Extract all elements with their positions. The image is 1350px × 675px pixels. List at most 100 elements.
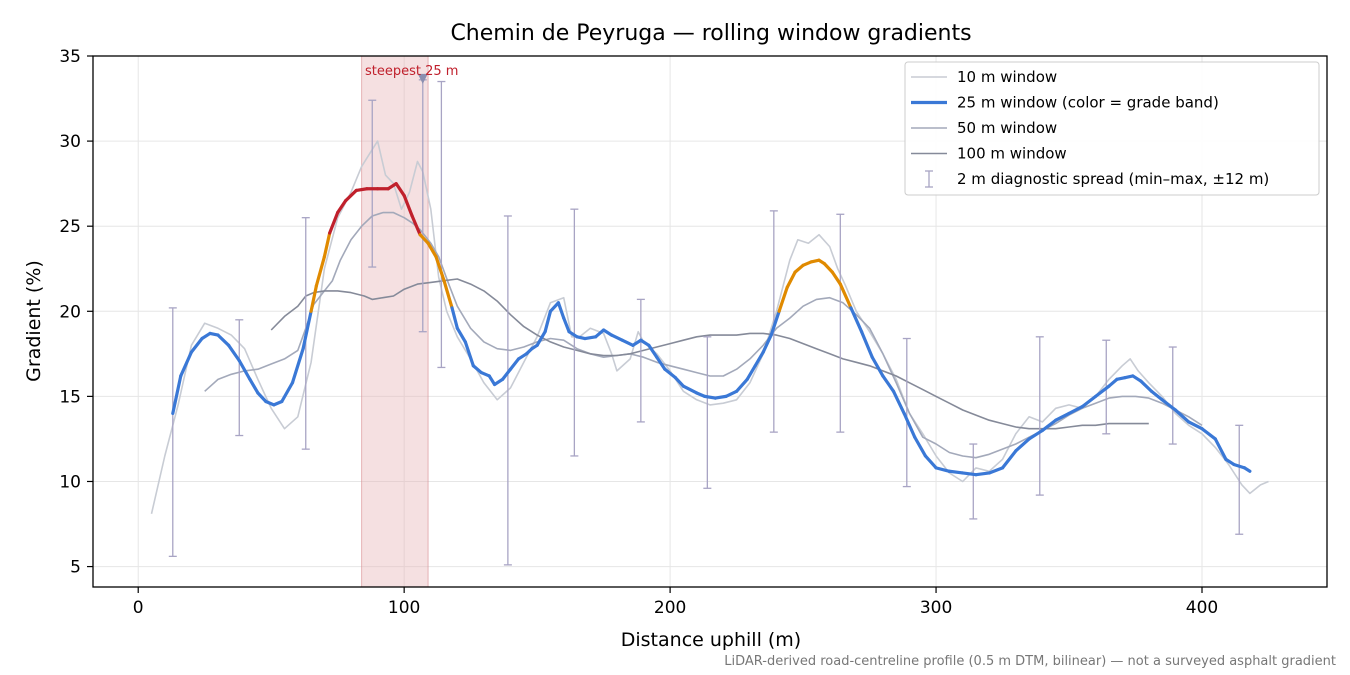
series-segment-25m (870, 355, 885, 378)
legend-label-w50: 50 m window (957, 119, 1057, 137)
series-segment-25m (434, 255, 446, 283)
steepest-segment-highlight (361, 55, 429, 588)
y-tick-label: 30 (59, 132, 81, 152)
series-segment-25m (442, 279, 454, 310)
series-segment-25m (344, 188, 358, 203)
plot-frame (92, 55, 1328, 588)
series-segment-25m (1232, 462, 1247, 470)
x-tick-label: 200 (654, 598, 686, 618)
series-segment-25m (655, 355, 667, 371)
series-segment-25m (336, 199, 348, 215)
series-segment-25m (777, 285, 789, 313)
legend-label-w25: 25 m window (color = grade band) (957, 94, 1219, 112)
series-segment-25m (713, 394, 728, 400)
axis-ticks: 0 100 200 300 400 5 10 15 20 25 30 35 (59, 47, 1218, 618)
series-segment-25m (1000, 449, 1018, 470)
legend-box (904, 61, 1320, 196)
series-segment-25m (290, 347, 305, 385)
series-segment-25m (410, 214, 422, 237)
x-tick-label: 400 (1186, 598, 1218, 618)
series-segment-25m (500, 367, 513, 381)
series-segment-25m (724, 389, 739, 398)
y-tick-label: 20 (59, 302, 81, 322)
series-segment-25m (681, 384, 699, 395)
series-segment-25m (450, 306, 459, 330)
y-axis-label: Gradient (%) (23, 260, 45, 382)
series-segment-25m (902, 411, 917, 439)
series-segment-25m (1173, 408, 1191, 424)
series-segment-25m (838, 282, 853, 310)
series-segment-25m (402, 193, 414, 218)
series-segment-25m (314, 255, 326, 288)
series-segment-25m (248, 377, 260, 395)
series-line-10m (150, 140, 1269, 514)
series-segment-25m (354, 187, 369, 193)
series-segment-25m (216, 333, 231, 347)
series-segment-25m (609, 333, 624, 342)
series-segment-25m (328, 210, 340, 235)
series-segment-25m (1242, 466, 1252, 473)
series-segment-25m (1014, 437, 1031, 453)
series-segment-25m (1040, 418, 1058, 433)
series-segment-25m (508, 357, 521, 371)
series-layer (150, 73, 1269, 566)
x-tick-label: 0 (133, 598, 144, 618)
series-segment-25m (256, 391, 268, 404)
x-tick-label: 300 (920, 598, 952, 618)
series-segment-25m (556, 301, 566, 320)
series-segment-25m (734, 377, 749, 393)
x-tick-label: 100 (388, 598, 420, 618)
series-segment-25m (487, 374, 497, 387)
highlight-label: steepest 25 m (365, 64, 458, 79)
series-segment-25m (974, 471, 991, 477)
series-segment-25m (548, 301, 561, 313)
series-segment-25m (1149, 389, 1164, 402)
series-segment-25m (1027, 428, 1045, 441)
series-segment-25m (543, 309, 553, 334)
series-segment-25m (947, 469, 965, 475)
steepest-band (361, 55, 429, 588)
legend: 10 m window 25 m window (color = grade ba… (904, 61, 1320, 196)
series-segment-25m (171, 374, 183, 416)
series-segment-25m (455, 326, 467, 344)
series-segment-25m (426, 241, 438, 259)
series-segment-25m (280, 381, 295, 404)
series-segment-25m (913, 435, 928, 458)
series-segment-25m (673, 376, 686, 388)
series-segment-25m (179, 350, 194, 378)
series-segment-25m (1107, 377, 1119, 388)
series-segment-25m (1080, 394, 1098, 409)
series-segment-25m (761, 333, 773, 354)
series-segment-25m (745, 364, 757, 381)
series-segment-25m (881, 374, 896, 393)
series-segment-25m (1067, 404, 1084, 416)
series-segment-25m (189, 336, 204, 354)
series-segment-25m (583, 335, 598, 341)
y-tick-label: 5 (70, 558, 81, 578)
series-segment-25m (822, 262, 834, 274)
series-line-100m (270, 278, 1149, 430)
series-segment-25m (620, 338, 635, 347)
series-segment-25m (1160, 398, 1178, 412)
chart-title: Chemin de Peyruga — rolling window gradi… (450, 21, 971, 46)
series-segment-25m (703, 394, 717, 400)
series-segment-25m (987, 466, 1005, 475)
series-segment-25m (237, 359, 252, 381)
series-segment-25m (785, 270, 797, 290)
series-segment-25m (793, 263, 805, 274)
series-segment-25m (961, 471, 978, 477)
series-segment-25m (849, 306, 864, 334)
series-segment-25m (891, 389, 906, 416)
series-segment-25m (471, 364, 483, 375)
series-segment-25m (923, 454, 938, 470)
series-segment-25m (1200, 427, 1217, 441)
series-segment-25m (1139, 379, 1154, 393)
series-line-50m (204, 211, 1203, 459)
y-tick-label: 25 (59, 217, 81, 237)
series-segment-25m (418, 233, 430, 245)
steepest-marker (417, 73, 428, 84)
series-segment-25m (562, 316, 571, 334)
series-segment-25m (301, 309, 313, 351)
series-segment-25m (769, 309, 781, 337)
